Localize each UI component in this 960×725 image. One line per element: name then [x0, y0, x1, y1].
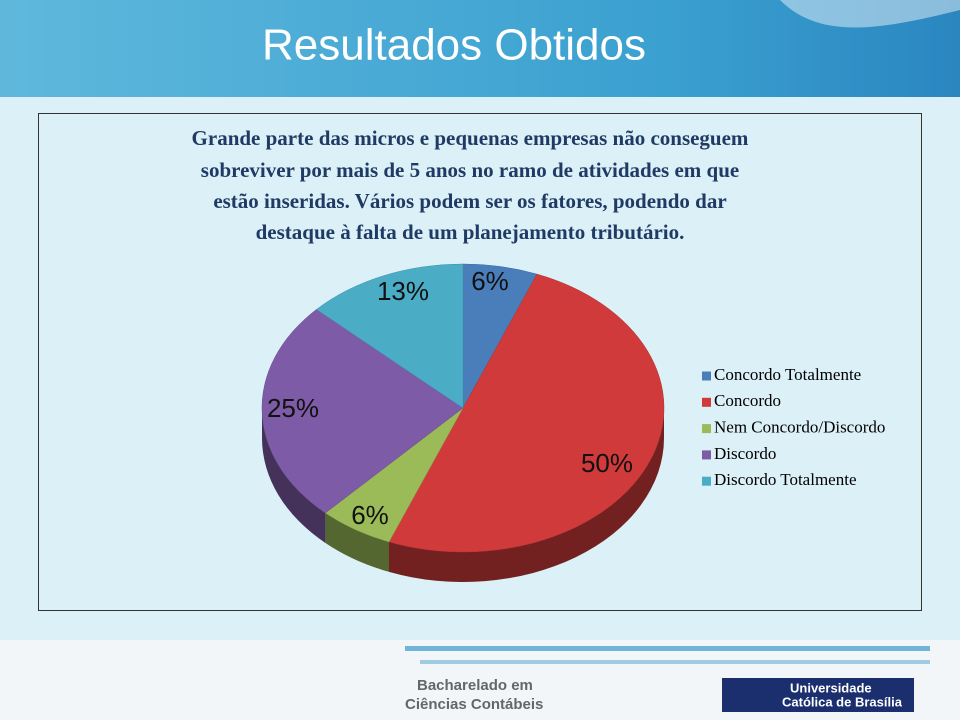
body-text: destaque à falta de um planejamento trib… — [256, 220, 685, 244]
slice-side — [389, 408, 664, 582]
footer-course: Ciências Contábeis — [405, 696, 543, 713]
footer-line — [405, 646, 930, 651]
data-label: 6% — [471, 266, 509, 296]
data-label: 13% — [377, 276, 429, 306]
legend-label: Nem Concordo/Discordo — [714, 418, 885, 437]
body-text: Grande parte das micros e pequenas empre… — [192, 126, 749, 150]
data-label: 50% — [581, 448, 633, 478]
body-text: sobreviver por mais de 5 anos no ramo de… — [201, 158, 739, 182]
data-label: 25% — [267, 393, 319, 423]
university-logo — [722, 678, 914, 712]
legend-swatch — [702, 397, 711, 407]
content-frame — [38, 113, 922, 611]
legend-swatch — [702, 450, 711, 460]
footer-course: Bacharelado em — [417, 677, 533, 694]
university-name: Católica de Brasília — [782, 694, 903, 709]
legend-swatch — [702, 371, 711, 381]
legend-label: Discordo — [714, 444, 776, 463]
legend-label: Concordo — [714, 391, 781, 410]
slide-title: Resultados Obtidos — [262, 21, 646, 70]
university-name: Universidade — [790, 680, 872, 695]
legend-label: Concordo Totalmente — [714, 365, 861, 384]
data-label: 6% — [351, 500, 389, 530]
legend-label: Discordo Totalmente — [714, 470, 857, 489]
pie-chart: 6% 50% 6% 25% 13% Concordo Totalmente Concordo… — [261, 263, 885, 582]
legend-swatch — [702, 424, 711, 434]
body-text: estão inseridas. Vários podem ser os fat… — [213, 189, 726, 213]
slice — [388, 273, 665, 553]
slice-side — [262, 408, 326, 543]
slice — [261, 309, 464, 514]
header-cloud — [780, 0, 960, 28]
footer-line — [420, 660, 930, 664]
header-band — [0, 0, 960, 97]
legend-swatch — [702, 476, 711, 486]
slice — [316, 263, 464, 409]
slice-side — [325, 512, 390, 572]
